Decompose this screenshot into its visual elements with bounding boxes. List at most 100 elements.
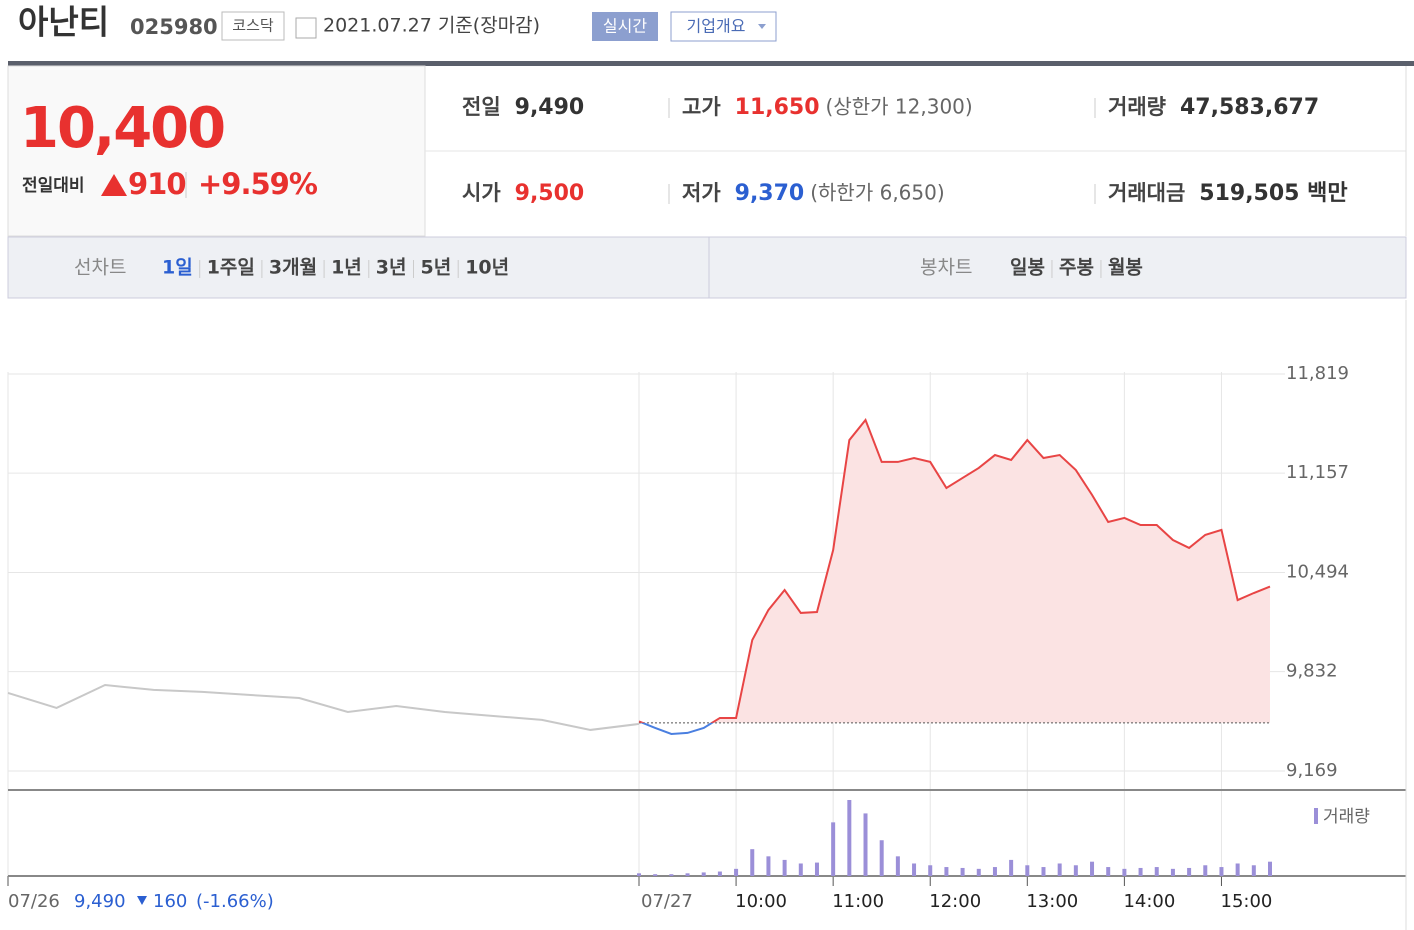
tab-group-label: 선차트 <box>74 257 126 279</box>
tab[interactable]: 월봉 <box>1108 257 1143 279</box>
dropdown-arrow <box>758 24 766 29</box>
footer-date: 07/26 <box>8 891 60 912</box>
x-tick-label: 10:00 <box>735 891 787 912</box>
volume-bar <box>976 868 981 876</box>
legend-label: 거래량 <box>1323 807 1370 827</box>
x-tick-label: 11:00 <box>832 891 884 912</box>
tab-bar <box>7 236 1407 299</box>
tab[interactable]: 3년 <box>376 257 407 279</box>
volume-bar <box>831 822 836 876</box>
tab-group-label: 봉차트 <box>920 257 972 279</box>
volume-bar <box>1073 865 1078 876</box>
tab[interactable]: 1년 <box>331 257 362 279</box>
company-label[interactable]: 기업개요 <box>687 17 746 36</box>
volume-bar <box>1090 861 1095 876</box>
top-rule <box>8 61 1414 66</box>
tab[interactable]: 일봉 <box>1010 257 1045 279</box>
change: 910 <box>128 167 186 201</box>
volume-bar <box>1041 867 1046 876</box>
volume-bar <box>1009 859 1014 876</box>
stat-label: 거래대금 <box>1108 181 1185 205</box>
volume-bar <box>879 840 884 876</box>
stat-label: 전일 <box>462 95 501 119</box>
realtime-button[interactable] <box>592 12 658 41</box>
volume-bar <box>912 863 917 876</box>
market: 코스닥 <box>232 17 274 35</box>
volume-bar <box>1154 867 1159 876</box>
volume-bar <box>960 867 965 876</box>
volume-bar <box>992 867 997 876</box>
volume-bar <box>701 872 706 876</box>
volume-bar <box>895 856 900 876</box>
change-label: 전일대비 <box>22 176 85 196</box>
stat-label: 거래량 <box>1108 95 1166 119</box>
y-tick-label: 9,832 <box>1286 661 1338 682</box>
x-tick-label: 13:00 <box>1026 891 1078 912</box>
stat-label: 고가 <box>682 95 721 119</box>
footer-change: 160 <box>153 891 187 912</box>
volume-bar <box>653 874 658 876</box>
stat-value: 9,370 <box>735 181 805 206</box>
today-area <box>639 419 1270 723</box>
volume-bar <box>750 849 755 876</box>
company-button[interactable] <box>670 11 777 42</box>
tab[interactable]: 3개월 <box>269 257 317 279</box>
volume-bar <box>1170 868 1175 876</box>
calendar-icon <box>295 17 317 39</box>
volume-bar <box>717 871 722 876</box>
stats: 전일 9,490 고가 11,650 (상한가 12,300) 거래량 47,583,677… <box>462 95 1348 207</box>
stat-label: 저가 <box>682 181 721 205</box>
legend-swatch <box>1314 808 1318 824</box>
stat-value: 9,500 <box>515 181 585 206</box>
volume-bar <box>944 867 949 876</box>
volume-bar <box>637 873 641 876</box>
volume-bar <box>863 813 868 876</box>
volume-bar <box>847 800 852 876</box>
volume-bar <box>1025 865 1030 876</box>
volume-bar <box>782 859 787 876</box>
volume-bar <box>766 856 771 876</box>
tab[interactable]: 주봉 <box>1059 257 1094 279</box>
volume-bar <box>669 874 674 876</box>
y-tick-label: 9,169 <box>1286 760 1338 781</box>
stat-limit: (상한가 12,300) <box>826 95 973 119</box>
realtime-label[interactable]: 실시간 <box>603 17 647 36</box>
footer-rate: (-1.66%) <box>196 891 274 912</box>
stat-value: 519,505 백만 <box>1199 181 1347 206</box>
x-tick-label: 12:00 <box>929 891 981 912</box>
up-arrow <box>101 174 127 196</box>
tab[interactable]: 10년 <box>465 257 509 279</box>
tab[interactable]: 5년 <box>420 257 451 279</box>
x-tick-label: 14:00 <box>1123 891 1175 912</box>
tab[interactable]: 1일 <box>162 257 193 279</box>
volume-bar <box>1187 867 1192 876</box>
down-arrow <box>137 896 147 905</box>
volume-bar <box>1268 861 1272 876</box>
volume-bar <box>1057 863 1062 876</box>
volume-bar <box>1106 867 1111 876</box>
stat-value: 47,583,677 <box>1180 95 1319 120</box>
price-chart: 07/27 10:00 11:00 12:00 13:00 14:00 15:00 11,81… <box>7 300 1407 930</box>
volume-bar <box>685 873 690 876</box>
market-badge <box>221 11 285 41</box>
price-box <box>7 65 426 237</box>
x-tick-label: 07/27 <box>641 891 693 912</box>
today-line-up <box>638 418 1271 723</box>
tab[interactable]: 1주일 <box>207 257 255 279</box>
stat-limit: (하한가 6,650) <box>810 181 944 205</box>
volume-bar <box>734 868 739 876</box>
volume-bar <box>798 863 803 876</box>
date: 2021.07.27 기준(장마감) <box>323 15 540 37</box>
stock-name: 아난티 <box>18 3 109 42</box>
volume-bar <box>814 862 819 876</box>
rate: +9.59% <box>198 167 318 201</box>
stat-value: 11,650 <box>735 95 820 120</box>
volume-bar <box>1251 865 1256 876</box>
volume-bar <box>1219 867 1224 876</box>
stat-label: 시가 <box>462 181 501 205</box>
stat-value: 9,490 <box>515 95 585 120</box>
y-tick-label: 10,494 <box>1286 561 1349 582</box>
footer-close: 9,490 <box>74 891 126 912</box>
